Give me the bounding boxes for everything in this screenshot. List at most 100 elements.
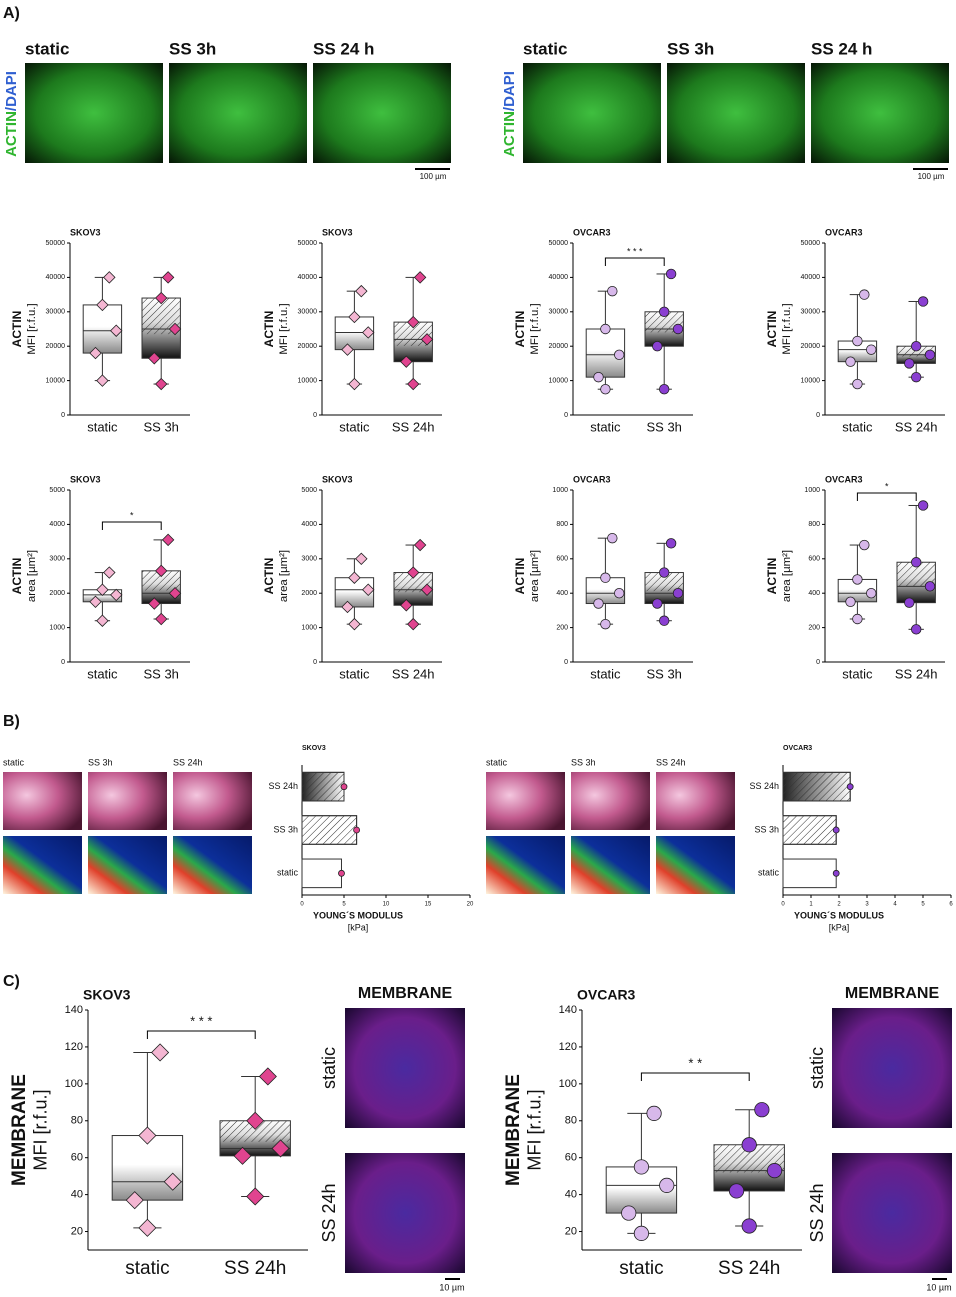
y-tick-label: 30000 [298, 309, 318, 316]
y-tick-label: 1000 [552, 487, 568, 494]
condition-label: SS 3h [667, 39, 714, 58]
data-point [154, 612, 168, 626]
data-point [659, 1177, 675, 1193]
data-point [672, 323, 684, 335]
data-point [246, 1187, 265, 1206]
y-tick-label: 80 [565, 1115, 577, 1127]
data-point [233, 1146, 252, 1165]
y-tick-label: 20000 [298, 343, 318, 350]
y-axis-label: ACTIN [765, 311, 779, 348]
y-tick-label: 10000 [801, 377, 821, 384]
micrograph [832, 1153, 952, 1273]
chart-title: SKOV3 [322, 227, 353, 237]
micrograph [486, 836, 565, 894]
y-axis-label: area [µm²] [26, 550, 38, 602]
data-point [832, 826, 840, 834]
micrograph [313, 63, 451, 163]
x-tick-label: static [87, 419, 118, 434]
x-tick-label: static [842, 419, 873, 434]
x-tick-label: 0 [300, 902, 304, 908]
stain-label: ACTIN/DAPI [3, 71, 20, 157]
y-tick-label: 20 [565, 1225, 577, 1237]
data-point [924, 349, 936, 361]
box-hatch [142, 570, 181, 591]
scale-label: 10 µm [439, 1282, 464, 1292]
y-tick-label: 50000 [46, 240, 66, 247]
data-point [659, 384, 670, 395]
x-tick-label: static [339, 419, 370, 434]
y-tick-label: 40000 [46, 274, 66, 281]
x-tick-label: static [590, 419, 621, 434]
y-axis-label: MFI [r.f.u.] [781, 303, 793, 354]
y-tick-label: 30000 [46, 309, 66, 316]
significance-label: * * * [190, 1013, 212, 1028]
y-axis-label: ACTIN [10, 558, 24, 595]
data-point [271, 1139, 290, 1158]
significance-bracket [101, 521, 162, 530]
y-axis-label: MFI [r.f.u.] [525, 1089, 545, 1170]
micrograph [345, 1153, 465, 1273]
data-point [911, 624, 922, 635]
x-tick-label: 1 [809, 902, 813, 908]
y-tick-label: 60 [71, 1152, 83, 1164]
x-axis-label: YOUNG´S MODULUS [794, 910, 884, 920]
y-axis-label: MEMBRANE [9, 1074, 30, 1186]
y-tick-label: 50000 [801, 240, 821, 247]
data-point [96, 583, 109, 596]
significance-bracket [604, 257, 665, 266]
micrograph [88, 836, 167, 894]
data-point [348, 571, 361, 584]
stain-label: MEMBRANE [358, 985, 453, 1002]
data-point [348, 310, 361, 324]
y-tick-label: 400 [556, 590, 568, 597]
data-point [904, 358, 915, 369]
y-axis-label: ACTIN [262, 558, 276, 595]
condition-label: static [486, 757, 508, 767]
bar-hatch [301, 815, 358, 845]
y-tick-label: 100 [559, 1078, 577, 1090]
x-tick-label: static [339, 666, 370, 681]
y-tick-label: 0 [313, 659, 317, 666]
y-tick-label: 3000 [49, 556, 65, 563]
data-point [766, 1163, 783, 1179]
stain-label: MEMBRANE [845, 985, 940, 1002]
data-point [846, 783, 854, 791]
data-point [911, 557, 922, 568]
data-point [754, 1102, 770, 1118]
x-tick-label: SS 3h [143, 666, 178, 681]
data-point [355, 552, 368, 566]
data-point [338, 869, 345, 877]
y-tick-label: 40 [565, 1189, 577, 1201]
data-point [917, 296, 929, 307]
stain-dapi: DAPI [3, 71, 20, 107]
chart-title: OVCAR3 [577, 987, 636, 1003]
data-point [607, 532, 618, 544]
x-tick-label: SS 3h [646, 419, 681, 434]
data-point [125, 1191, 144, 1210]
data-point [89, 595, 102, 609]
x-tick-label: 10 [383, 902, 390, 908]
y-tick-label: 0 [313, 412, 317, 419]
y-tick-label: 4000 [301, 521, 317, 528]
chart-title: SKOV3 [322, 474, 353, 484]
data-point [859, 539, 870, 551]
data-point [741, 1218, 757, 1234]
y-tick-label: 1000 [804, 487, 820, 494]
data-point [593, 371, 604, 383]
y-tick-label: 2000 [301, 590, 317, 597]
significance-bracket [640, 1072, 750, 1081]
data-point [614, 588, 625, 599]
condition-label: SS 3h [169, 39, 216, 58]
panel-label: B) [3, 713, 20, 730]
data-point [866, 588, 877, 599]
x-tick-label: static [619, 1258, 663, 1279]
data-point [659, 615, 670, 626]
y-tick-label: 100 [65, 1078, 83, 1090]
data-point [362, 326, 375, 339]
data-point [924, 581, 936, 592]
chart-title: SKOV3 [70, 474, 101, 484]
y-tick-label: 10000 [298, 377, 318, 384]
data-point [246, 1111, 265, 1130]
data-point [96, 614, 109, 627]
